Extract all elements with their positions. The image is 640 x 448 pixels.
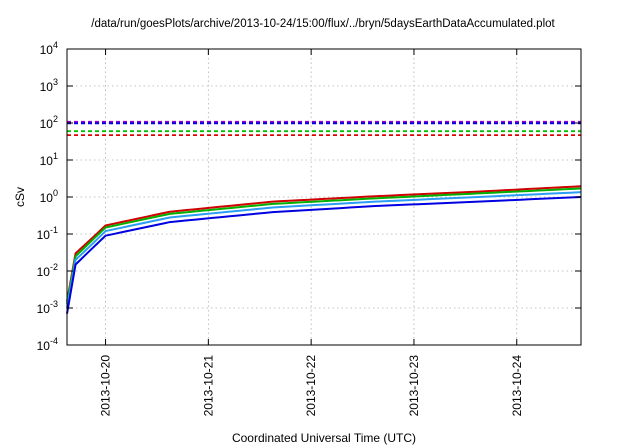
x-axis: 2013-10-20 2013-10-21 2013-10-22 2013-10-23… — [99, 49, 524, 416]
x-tick-label: 2013-10-21 — [201, 355, 215, 417]
grid — [67, 49, 581, 345]
x-tick-label: 2013-10-24 — [510, 355, 524, 417]
x-tick-label: 2013-10-23 — [407, 355, 421, 417]
y-axis-label: cSv — [13, 187, 27, 207]
series-group — [66, 120, 582, 314]
y-tick-label: 10-1 — [37, 225, 58, 242]
y-axis: 10-4 10-3 10-2 10-1 100 101 102 103 104 — [37, 40, 581, 353]
y-tick-label: 101 — [40, 151, 58, 168]
y-tick-label: 10-4 — [37, 336, 58, 353]
series-line — [66, 191, 582, 309]
y-tick-label: 10-2 — [37, 262, 58, 279]
y-tick-label: 103 — [40, 77, 58, 94]
series-line — [66, 196, 582, 314]
x-axis-label: Coordinated Universal Time (UTC) — [232, 431, 416, 445]
series-line — [66, 185, 582, 302]
x-tick-label: 2013-10-20 — [99, 355, 113, 417]
y-tick-label: 10-3 — [37, 299, 58, 316]
x-tick-label: 2013-10-22 — [304, 355, 318, 417]
y-tick-label: 104 — [40, 40, 58, 57]
series-line — [66, 187, 582, 304]
y-tick-label: 102 — [40, 114, 58, 131]
chart-title: /data/run/goesPlots/archive/2013-10-24/1… — [91, 18, 555, 30]
y-tick-label: 100 — [40, 188, 58, 205]
